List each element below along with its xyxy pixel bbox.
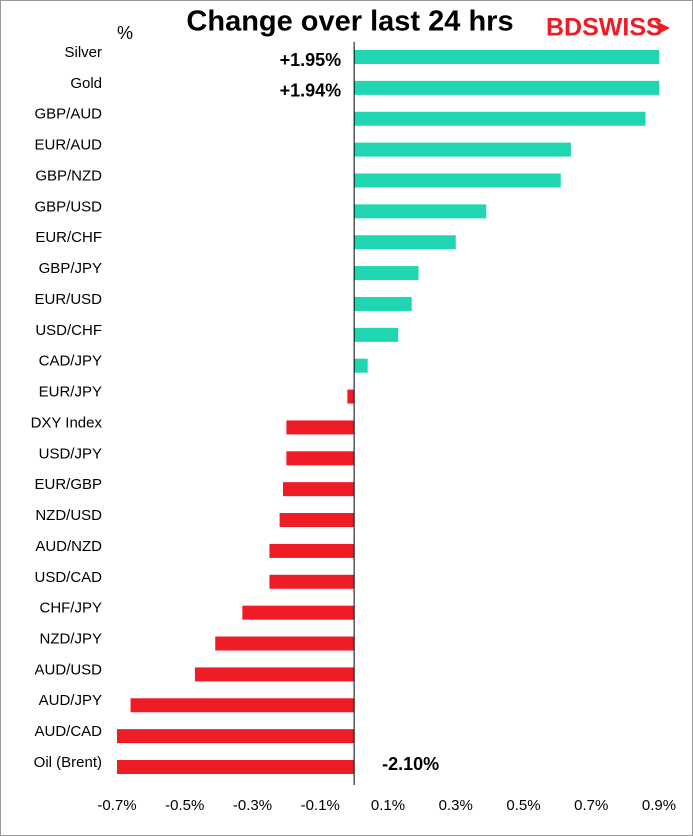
bar xyxy=(117,760,355,775)
y-tick-label: AUD/USD xyxy=(34,661,102,678)
bar xyxy=(269,543,355,558)
value-label: +1.95% xyxy=(280,50,342,70)
y-tick-label: GBP/AUD xyxy=(34,106,102,123)
y-tick-label: Silver xyxy=(64,44,102,61)
bar xyxy=(130,698,355,713)
x-tick-label: -0.3% xyxy=(233,797,272,814)
y-tick-label: USD/CHF xyxy=(35,322,102,339)
logo: BDSWISS xyxy=(546,14,663,42)
x-tick-label: 0.9% xyxy=(642,797,676,814)
chart-title: Change over last 24 hrs xyxy=(186,6,513,38)
y-tick-label: CAD/JPY xyxy=(39,353,102,370)
y-tick-label: AUD/NZD xyxy=(35,538,102,555)
x-tick-label: -0.5% xyxy=(165,797,204,814)
bar xyxy=(286,420,355,435)
bar xyxy=(282,482,355,497)
x-tick-label: -0.1% xyxy=(301,797,340,814)
y-tick-label: EUR/CHF xyxy=(35,229,102,246)
y-tick-label: GBP/USD xyxy=(34,198,102,215)
y-tick-label: GBP/JPY xyxy=(39,260,102,277)
bars xyxy=(117,50,659,775)
bar xyxy=(354,235,456,250)
y-tick-label: Gold xyxy=(70,75,102,92)
x-tick-label: 0.5% xyxy=(506,797,540,814)
y-tick-label: CHF/JPY xyxy=(39,600,102,617)
y-tick-label: DXY Index xyxy=(31,414,103,431)
y-tick-label: USD/CAD xyxy=(34,569,102,586)
y-tick-label: AUD/CAD xyxy=(34,723,102,740)
value-label: -2.10% xyxy=(382,754,439,774)
bar xyxy=(354,296,412,311)
bar xyxy=(354,266,419,281)
bar xyxy=(215,636,355,651)
bar xyxy=(354,50,659,64)
x-tick-label: -0.7% xyxy=(97,797,136,814)
bar xyxy=(347,389,355,404)
bar xyxy=(242,605,355,620)
bar xyxy=(354,204,487,219)
bar xyxy=(117,729,355,744)
bar xyxy=(279,513,355,528)
unit-label: % xyxy=(117,23,133,43)
y-tick-label: EUR/JPY xyxy=(39,384,102,401)
bar xyxy=(354,111,646,126)
bar xyxy=(354,142,571,157)
y-tick-label: Oil (Brent) xyxy=(34,754,102,771)
bar xyxy=(354,358,368,373)
bar xyxy=(354,80,659,95)
value-label: +1.94% xyxy=(280,81,342,101)
bar xyxy=(194,667,355,682)
bar xyxy=(286,451,355,466)
logo-arrow xyxy=(654,20,670,36)
y-tick-label: EUR/USD xyxy=(34,291,102,308)
bar xyxy=(354,327,399,342)
bar xyxy=(269,574,355,589)
y-tick-label: EUR/AUD xyxy=(34,137,102,154)
y-tick-label: AUD/JPY xyxy=(39,692,102,709)
y-tick-label: EUR/GBP xyxy=(34,476,102,493)
bar xyxy=(354,173,561,188)
y-tick-label: USD/JPY xyxy=(39,445,102,462)
x-tick-label: 0.7% xyxy=(574,797,608,814)
y-tick-label: GBP/NZD xyxy=(35,167,102,184)
x-tick-label: 0.1% xyxy=(371,797,405,814)
x-tick-label: 0.3% xyxy=(439,797,473,814)
y-tick-label: NZD/USD xyxy=(35,507,102,524)
y-tick-label: NZD/JPY xyxy=(39,630,102,647)
